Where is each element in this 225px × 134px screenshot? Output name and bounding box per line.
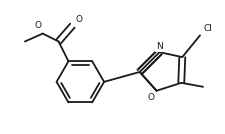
Text: N: N: [156, 42, 163, 51]
Text: O: O: [75, 15, 82, 24]
Text: O: O: [35, 21, 42, 30]
Text: Cl: Cl: [203, 24, 212, 33]
Text: O: O: [148, 93, 155, 102]
